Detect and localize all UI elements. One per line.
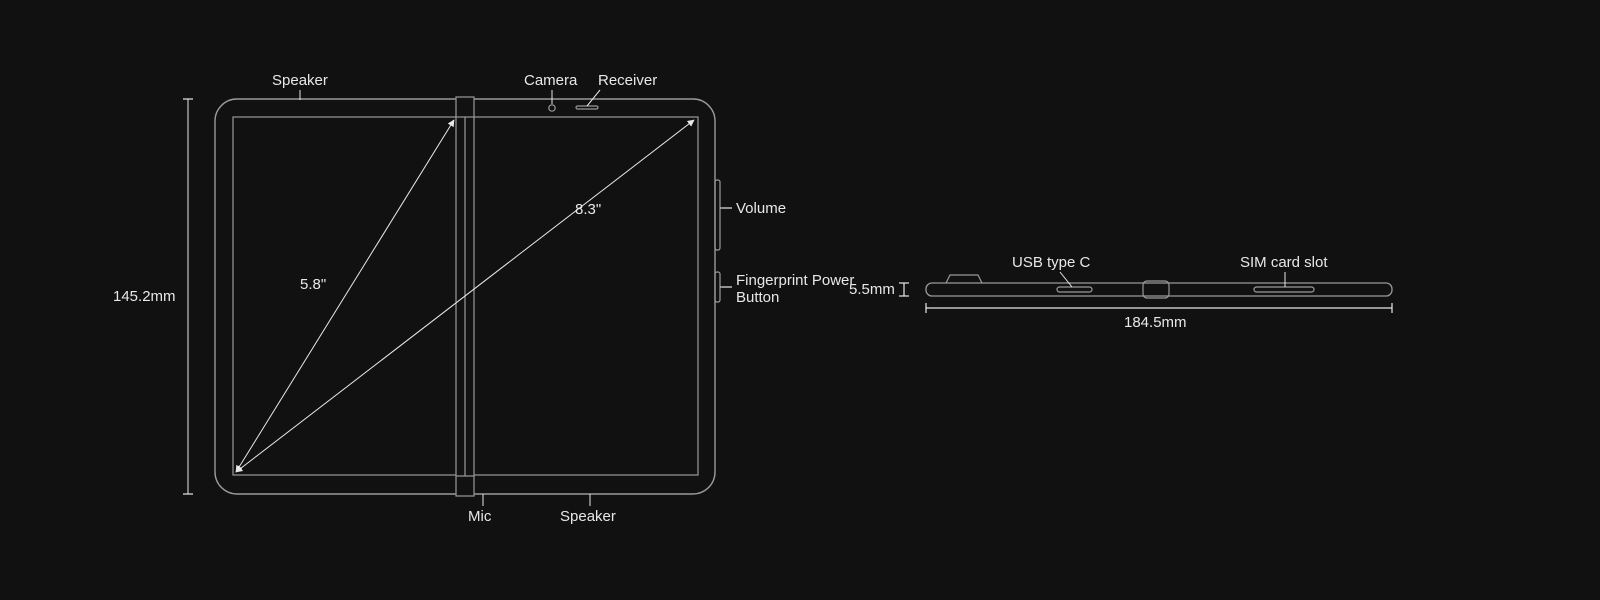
measure-height: 145.2mm [113, 288, 176, 305]
label-mic: Mic [468, 508, 491, 525]
label-camera: Camera [524, 72, 577, 89]
label-sim: SIM card slot [1240, 254, 1328, 271]
measure-diag-83: 8.3" [575, 201, 601, 218]
measure-width: 184.5mm [1124, 314, 1187, 331]
label-speaker-top: Speaker [272, 72, 328, 89]
measure-diag-58: 5.8" [300, 276, 326, 293]
label-speaker-bottom: Speaker [560, 508, 616, 525]
diagram-canvas: Speaker Camera Receiver Volume Fingerpri… [0, 0, 1600, 600]
label-fingerprint: Fingerprint Power Button [736, 272, 854, 306]
label-usb: USB type C [1012, 254, 1090, 271]
label-volume: Volume [736, 200, 786, 217]
measure-thickness: 5.5mm [849, 281, 895, 298]
label-receiver: Receiver [598, 72, 657, 89]
